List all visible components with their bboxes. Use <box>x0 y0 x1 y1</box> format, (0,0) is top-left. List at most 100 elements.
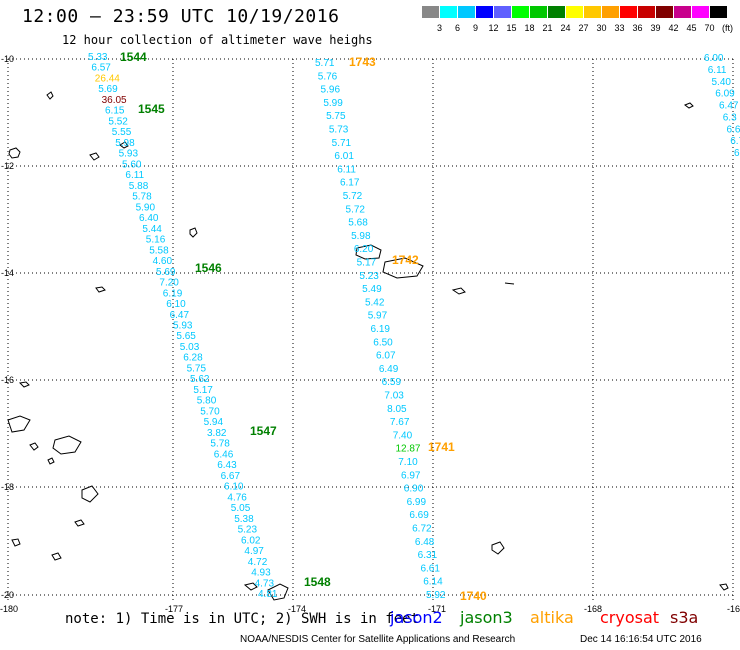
wave-height-label: 4.93 <box>251 568 271 579</box>
wave-height-label: 6.01 <box>334 151 354 162</box>
wave-height-label: 5.68 <box>348 218 368 229</box>
longitude-label: -177 <box>165 604 183 614</box>
wave-height-label: 4.72 <box>248 557 268 568</box>
wave-height-label: 7.03 <box>384 391 404 402</box>
wave-height-label: 6.90 <box>404 484 424 495</box>
color-swatch <box>512 6 529 18</box>
color-scale-label: 3 <box>436 23 442 33</box>
island-outline <box>451 287 466 295</box>
wave-height-label: 6.19 <box>371 324 391 335</box>
pass-number-label: 1545 <box>138 102 165 116</box>
wave-height-label: 5.17 <box>193 385 213 396</box>
wave-height-label: 5.65 <box>176 331 196 342</box>
pass-number-label: 1546 <box>195 261 222 275</box>
color-scale-label: 9 <box>472 23 478 33</box>
longitude-label: -16 <box>727 604 740 614</box>
wave-height-label: 6.11 <box>708 65 727 76</box>
satellite-name-cryosat: cryosat <box>600 608 660 627</box>
latitude-label: -20 <box>1 590 14 600</box>
wave-height-label: 5.98 <box>351 231 371 242</box>
island-outline <box>89 152 100 161</box>
wave-height-label: 7.10 <box>398 457 418 468</box>
island-outline <box>491 541 505 555</box>
island-outline <box>29 442 39 451</box>
coastlines <box>7 91 729 601</box>
wave-height-label: 4.76 <box>227 492 247 503</box>
color-scale-label: 36 <box>632 23 643 33</box>
color-swatch <box>692 6 709 18</box>
wave-height-label: 6.97 <box>401 470 421 481</box>
color-swatch <box>476 6 493 18</box>
wave-height-label: 4.60 <box>153 256 173 267</box>
island-outline <box>8 147 21 159</box>
island-outline <box>267 583 289 601</box>
wave-height-label: 6.19 <box>163 288 183 299</box>
wave-height-label: 5.58 <box>149 245 169 256</box>
wave-height-label: 5.38 <box>234 514 254 525</box>
wave-height-label: 6.20 <box>354 244 374 255</box>
latitude-label: -10 <box>1 54 14 64</box>
island-outline <box>95 286 106 293</box>
wave-height-label: 5.98 <box>115 138 135 149</box>
island-outline <box>382 257 424 279</box>
color-swatch <box>530 6 547 18</box>
color-swatch <box>494 6 511 18</box>
color-swatch <box>602 6 619 18</box>
longitude-labels: -180 -177 -174 -171 -168 -16 <box>0 604 740 614</box>
color-scale-label: 39 <box>650 23 661 33</box>
wave-height-label: 6.47 <box>170 310 190 321</box>
color-swatch <box>566 6 583 18</box>
wave-height-label: 5.40 <box>712 77 732 88</box>
latitude-label: -14 <box>1 268 14 278</box>
wave-height-label: 7.20 <box>159 278 179 289</box>
color-scale-label: 12 <box>488 23 499 33</box>
satellite-name-s3a: s3a <box>670 608 699 627</box>
wave-height-label: 3.82 <box>207 428 227 439</box>
island-outline <box>18 381 30 388</box>
wave-height-label: 6.17 <box>340 178 360 189</box>
wave-height-label: 5.78 <box>210 439 230 450</box>
wave-height-label: 5.94 <box>204 417 224 428</box>
map-title: 12:00 – 23:59 UTC 10/19/2016 <box>22 6 340 27</box>
wave-height-label: 6.09 <box>715 89 735 100</box>
wave-height-label: 6.11 <box>125 170 144 181</box>
wave-height-label: 6.3 <box>723 112 737 123</box>
wave-height-label: 6.10 <box>166 299 186 310</box>
island-outline <box>719 583 729 591</box>
altimeter-tracks: 5.336.5726.445.6936.056.155.525.555.985.… <box>88 52 740 601</box>
island-outline <box>47 457 55 465</box>
color-scale-label: 18 <box>524 23 535 33</box>
color-swatch <box>440 6 457 18</box>
color-swatch <box>638 6 655 18</box>
pass-number-label: 1740 <box>460 589 487 603</box>
wave-height-label: 6.14 <box>423 577 443 588</box>
longitude-label: -174 <box>288 604 306 614</box>
color-scale-label: 30 <box>596 23 607 33</box>
wave-height-label: 6.46 <box>214 449 234 460</box>
wave-height-label: 6.7 <box>730 136 740 147</box>
wave-height-label: 6.31 <box>418 550 438 561</box>
wave-height-label: 6.40 <box>139 213 159 224</box>
wave-height-label: 5.69 <box>98 84 118 95</box>
wave-height-label: 5.80 <box>197 396 217 407</box>
wave-height-label: 26.44 <box>95 73 120 84</box>
wave-height-label: 5.78 <box>132 192 152 203</box>
wave-height-label: 5.03 <box>180 342 200 353</box>
color-swatch <box>710 6 727 18</box>
color-scale-label: 33 <box>614 23 625 33</box>
island-outline <box>46 91 54 100</box>
wave-height-label: 6.15 <box>105 106 125 117</box>
wave-height-label: 5.05 <box>231 503 251 514</box>
wave-height-label: 5.92 <box>426 590 446 601</box>
island-outline <box>119 141 129 149</box>
island-outline <box>81 485 99 503</box>
wave-height-label: 5.72 <box>343 191 363 202</box>
wave-height-label: 6.10 <box>224 482 244 493</box>
wave-height-label: 6.07 <box>376 351 396 362</box>
satellite-name-jason2: jason2 <box>390 608 443 627</box>
wave-height-label: 5.33 <box>88 52 108 63</box>
wave-height-label: 12.87 <box>395 444 420 455</box>
wave-height-label: 5.96 <box>321 85 341 96</box>
wave-height-label: 6.67 <box>221 471 241 482</box>
